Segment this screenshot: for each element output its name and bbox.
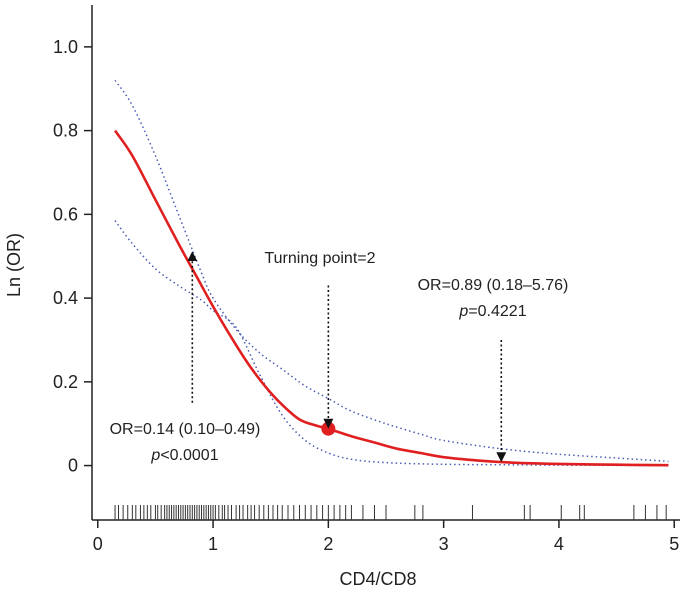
x-tick-label: 2 <box>323 534 333 554</box>
series-lines <box>113 79 669 467</box>
y-tick-label: 0.6 <box>53 204 78 224</box>
y-ticks: 0 0.2 0.4 0.6 0.8 1.0 <box>53 37 92 476</box>
y-tick-label: 0 <box>68 456 78 476</box>
annotation-left-p-value: <0.0001 <box>160 447 218 464</box>
annotation-left-or: OR=0.14 (0.10–0.49) <box>110 421 261 438</box>
axes: 0 1 2 3 4 5 0 0.2 0.4 0.6 0.8 1.0 <box>53 5 680 554</box>
y-tick-label: 0.4 <box>53 288 78 308</box>
annotation-right-p-italic: p <box>458 303 468 320</box>
x-ticks: 0 1 2 3 4 5 <box>93 520 679 554</box>
y-tick-label: 0.2 <box>53 372 78 392</box>
x-tick-label: 5 <box>669 534 679 554</box>
upper-ci-line <box>114 79 669 463</box>
annotation-right-p-value: =0.4221 <box>468 303 526 320</box>
x-tick-label: 0 <box>93 534 103 554</box>
annotations: Turning point=2 OR=0.89 (0.18–5.76) p=0.… <box>110 250 569 464</box>
x-tick-label: 1 <box>208 534 218 554</box>
annotation-left-p: p<0.0001 <box>150 447 218 464</box>
y-axis-title: Ln (OR) <box>4 233 24 297</box>
estimate-line <box>113 129 669 467</box>
annotation-turning-point: Turning point=2 <box>264 250 375 267</box>
annotation-left-p-italic: p <box>150 447 160 464</box>
x-tick-label: 4 <box>554 534 564 554</box>
annotation-right-p: p=0.4221 <box>458 303 526 320</box>
turning-point-marker <box>321 421 336 436</box>
y-tick-label: 0.8 <box>53 121 78 141</box>
annotation-right-or: OR=0.89 (0.18–5.76) <box>418 277 569 294</box>
x-tick-label: 3 <box>439 534 449 554</box>
x-axis-title: CD4/CD8 <box>339 569 416 589</box>
rug-ticks <box>114 505 667 520</box>
y-tick-label: 1.0 <box>53 37 78 57</box>
